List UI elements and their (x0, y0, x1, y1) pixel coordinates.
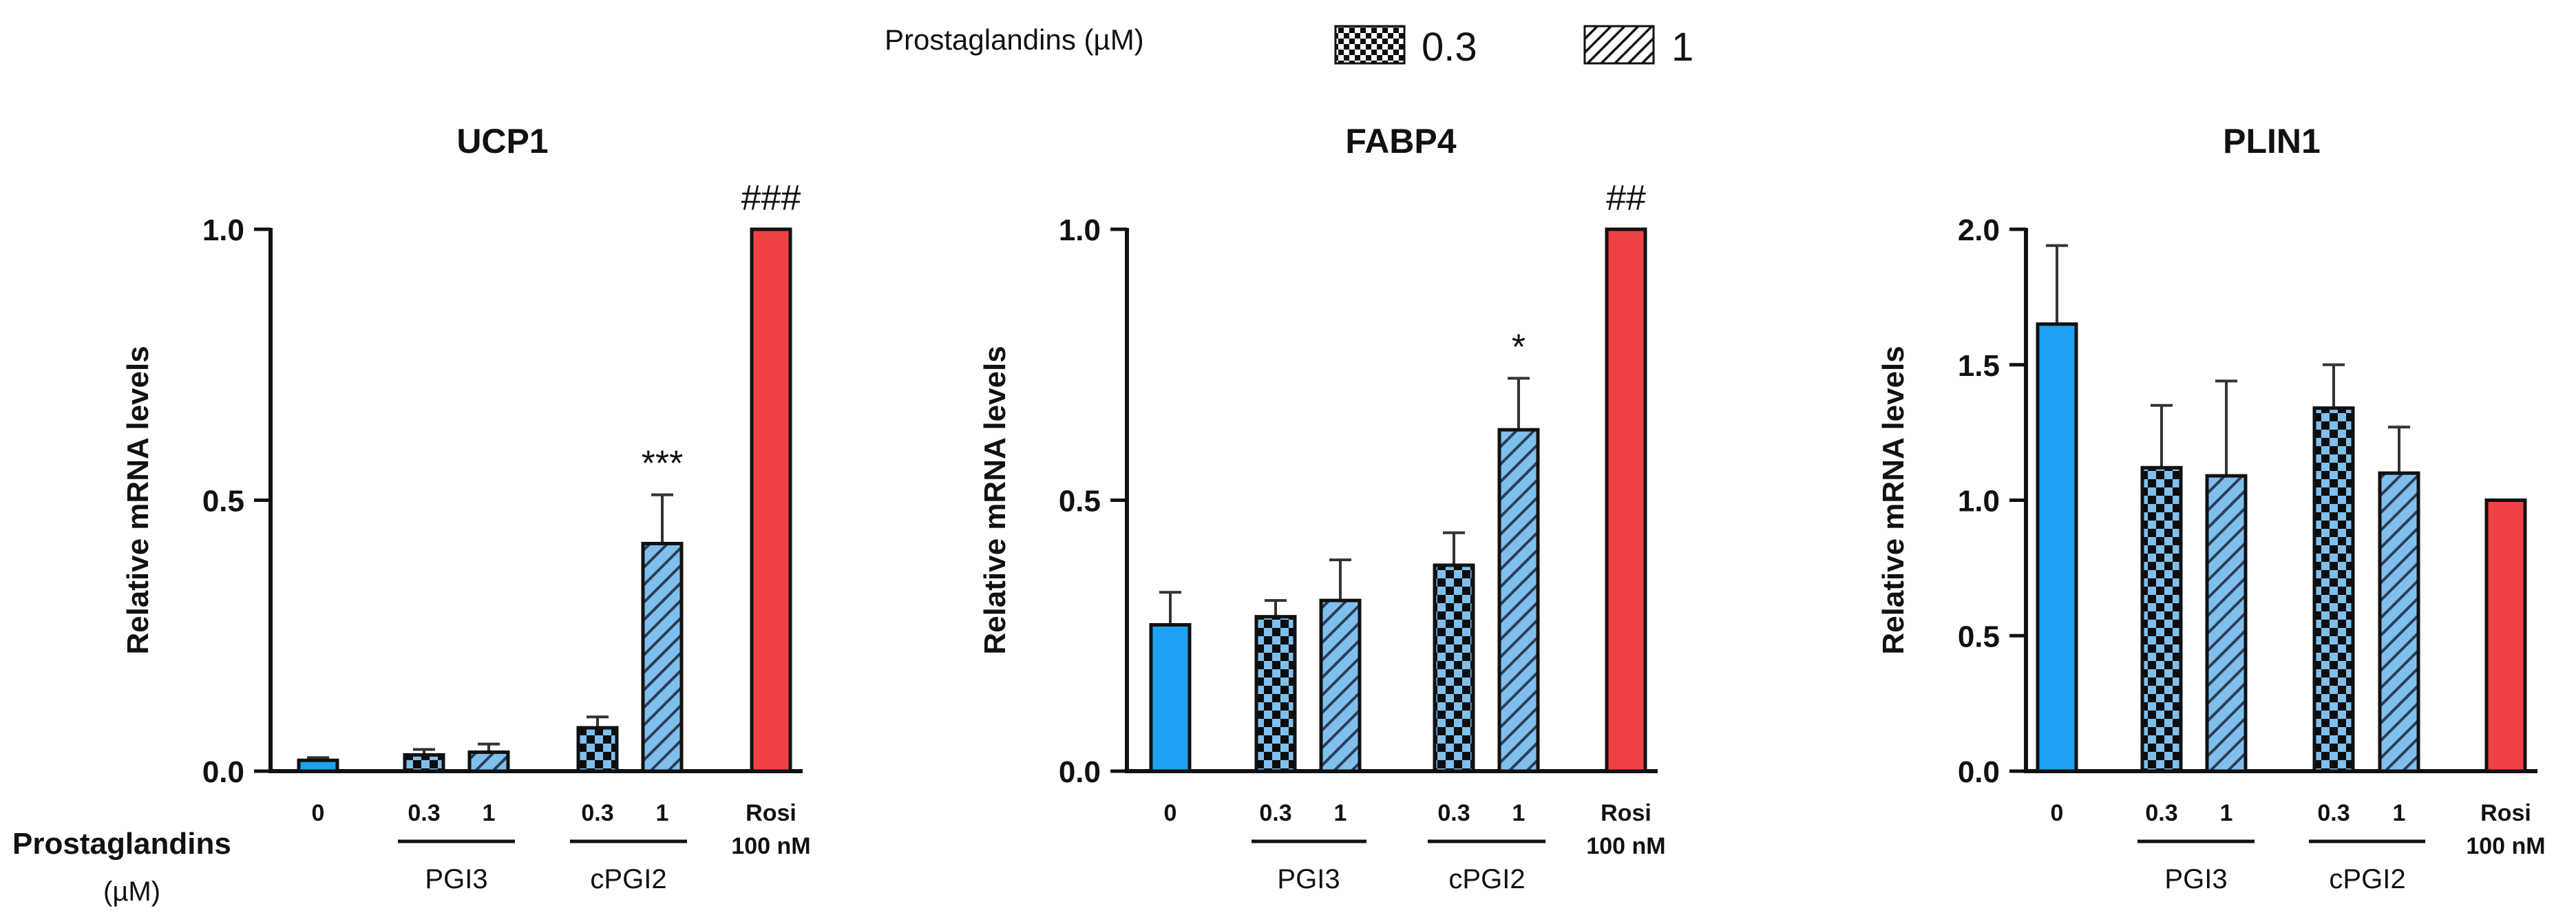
bar-0 (2036, 322, 2078, 773)
chart-panel-plin1: PLIN1 Relative mRNA levels 0.0 0.5 1.0 1.5 2.0… (1877, 122, 2546, 894)
bar-0.3-cpgi2 (576, 726, 619, 773)
significance-marker: *** (642, 444, 684, 484)
x-tick-label: 0.3 (581, 800, 613, 826)
legend-swatch-checker (1334, 25, 1406, 65)
chart-title: PLIN1 (2223, 122, 2321, 160)
group-label-pgi3: PGI3 (2164, 864, 2227, 894)
chart-title: FABP4 (1345, 122, 1456, 160)
chart-title: UCP1 (456, 122, 548, 160)
bar-0 (297, 758, 339, 773)
x-tick-label: 1 (483, 800, 496, 826)
bar-1-cpgi2 (1497, 428, 1540, 773)
y-tick-label: 0.0 (1958, 755, 2000, 789)
legend: Prostaglandins (µM) 0.3 1 (885, 23, 1693, 70)
chart-panel-ucp1: UCP1 Relative mRNA levels 0.0 0.5 1.0 0 0.3 1 0.… (121, 122, 811, 894)
legend-title: Prostaglandins (µM) (885, 23, 1144, 56)
bar-1-cpgi2 (641, 541, 684, 773)
x-tick-label: 0.3 (1437, 800, 1470, 826)
y-tick-label: 0.5 (1958, 620, 2000, 653)
bar-1-pgi3 (1319, 598, 1362, 773)
x-tick-label: 0.3 (408, 800, 440, 826)
bar-1-pgi3 (467, 750, 510, 773)
bar-1-pgi3 (2205, 474, 2248, 773)
bar-1-cpgi2 (2378, 471, 2420, 773)
group-label-pgi3: PGI3 (1277, 864, 1340, 894)
x-tick-label-line2: 100 nM (1586, 833, 1665, 859)
x-axis-label: Prostaglandins (12, 827, 231, 861)
x-tick-label: 0.3 (2317, 800, 2350, 826)
group-label-pgi3: PGI3 (425, 864, 487, 894)
y-axis-title: Relative mRNA levels (1877, 346, 1910, 654)
y-tick-label: 0.5 (202, 485, 244, 518)
x-tick-label: 0 (1164, 800, 1177, 826)
bar-0.3-pgi3 (403, 753, 445, 773)
y-tick-label: 1.0 (1059, 213, 1101, 247)
x-tick-label: Rosi (746, 800, 796, 826)
x-tick-label: 1 (1334, 800, 1347, 826)
legend-label-1: 1 (1671, 25, 1693, 70)
bar-0.3-cpgi2 (2312, 406, 2355, 773)
y-axis-title: Relative mRNA levels (121, 346, 155, 654)
group-label-cpgi2: cPGI2 (2329, 864, 2405, 894)
bar-0.3-pgi3 (1254, 615, 1297, 773)
y-tick-label: 0.0 (1059, 755, 1101, 789)
bar-0.3-cpgi2 (1433, 563, 1475, 773)
bar-rosi-100-nm (2484, 498, 2527, 773)
significance-marker: * (1512, 327, 1525, 367)
significance-marker: ### (741, 178, 801, 218)
x-tick-label-line2: 100 nM (2466, 833, 2545, 859)
legend-swatch-hatch (1583, 25, 1655, 65)
chart-panels: UCP1 Relative mRNA levels 0.0 0.5 1.0 0 0.3 1 0.… (121, 122, 2546, 894)
x-tick-label: 0.3 (2145, 800, 2177, 826)
legend-label-0.3: 0.3 (1422, 25, 1477, 70)
y-tick-label: 0.0 (202, 755, 244, 789)
x-tick-label: 0 (2051, 800, 2064, 826)
significance-marker: ## (1606, 178, 1646, 218)
y-tick-label: 1.0 (202, 213, 244, 247)
group-label-cpgi2: cPGI2 (590, 864, 666, 894)
group-label-cpgi2: cPGI2 (1448, 864, 1525, 894)
x-tick-label: 0.3 (1259, 800, 1291, 826)
x-tick-label-line2: 100 nM (731, 833, 810, 859)
x-tick-label: Rosi (2480, 800, 2531, 826)
x-tick-label: 1 (1512, 800, 1525, 826)
x-axis-label-units: (µM) (103, 876, 160, 907)
bar-rosi-100-nm (750, 227, 792, 773)
x-tick-label: 1 (656, 800, 669, 826)
x-tick-label: 1 (2220, 800, 2233, 826)
bar-0 (1149, 623, 1192, 773)
y-tick-label: 0.5 (1059, 485, 1101, 518)
x-tick-label: Rosi (1601, 800, 1651, 826)
y-axis-title: Relative mRNA levels (978, 346, 1012, 654)
bar-rosi-100-nm (1605, 227, 1647, 773)
y-tick-label: 1.0 (1958, 485, 2000, 518)
x-tick-label: 0 (312, 800, 325, 826)
bar-0.3-pgi3 (2140, 465, 2183, 773)
y-tick-label: 1.5 (1958, 349, 2000, 383)
x-tick-label: 1 (2393, 800, 2406, 826)
y-tick-label: 2.0 (1958, 213, 2000, 247)
